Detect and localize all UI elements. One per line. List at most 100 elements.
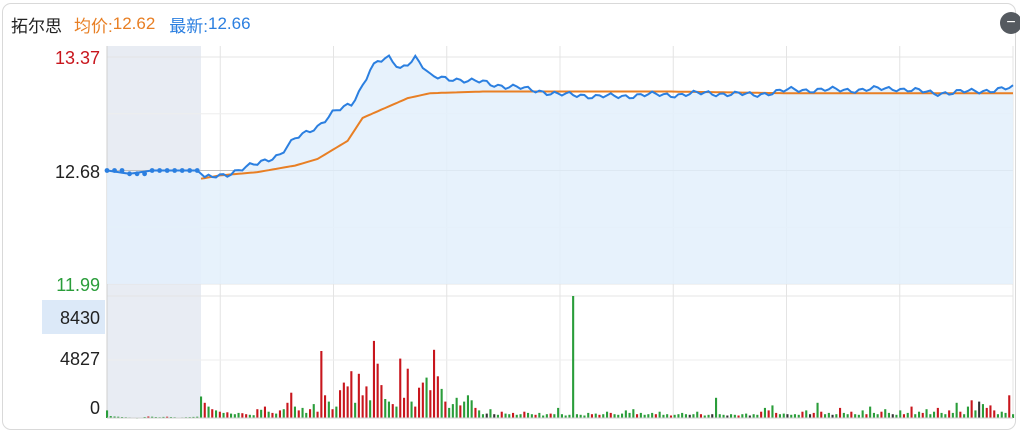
volume-bar bbox=[722, 414, 725, 418]
volume-bar bbox=[222, 412, 225, 418]
volume-bar bbox=[335, 406, 338, 418]
volume-bar bbox=[515, 414, 518, 418]
volume-bar bbox=[861, 410, 864, 418]
volume-bar bbox=[271, 412, 274, 418]
volume-bar bbox=[203, 402, 206, 418]
volume-bar bbox=[587, 412, 590, 418]
volume-bar bbox=[309, 409, 312, 418]
volume-bar bbox=[1012, 414, 1015, 418]
volume-bar bbox=[218, 411, 221, 418]
volume-bar bbox=[756, 414, 759, 418]
volume-bar bbox=[745, 413, 748, 418]
volume-bar bbox=[327, 401, 330, 418]
volume-bar bbox=[944, 414, 947, 418]
volume-bar bbox=[508, 414, 511, 418]
volume-bar bbox=[925, 409, 928, 418]
volume-bar bbox=[542, 415, 545, 418]
volume-bar bbox=[564, 415, 567, 418]
volume-bar bbox=[109, 416, 112, 418]
price-dot bbox=[104, 168, 110, 173]
price-dot bbox=[119, 168, 125, 173]
volume-bar bbox=[820, 411, 823, 418]
volume-bar bbox=[914, 414, 917, 418]
price-dot bbox=[127, 171, 132, 177]
volume-bar bbox=[748, 415, 751, 418]
volume-bar bbox=[669, 415, 672, 418]
volume-bar bbox=[899, 410, 902, 418]
volume-bar bbox=[410, 401, 413, 418]
volume-bar bbox=[951, 412, 954, 418]
volume-bar bbox=[778, 414, 781, 418]
minus-circle-icon[interactable]: − bbox=[1000, 12, 1020, 34]
volume-bar bbox=[617, 414, 620, 418]
volume-bar bbox=[598, 414, 601, 418]
price-axis-high-label: 13.37 bbox=[55, 48, 100, 68]
volume-bar bbox=[534, 414, 537, 418]
volume-bar bbox=[996, 414, 999, 418]
volume-bar bbox=[166, 416, 169, 418]
volume-bar bbox=[512, 412, 515, 418]
volume-bar bbox=[519, 414, 522, 418]
latest-price-value: 12.66 bbox=[208, 14, 251, 33]
volume-bar bbox=[496, 414, 499, 418]
volume-bar bbox=[801, 411, 804, 418]
volume-bar bbox=[940, 412, 943, 418]
price-axis-mid-label: 12.68 bbox=[55, 162, 100, 182]
volume-bar bbox=[681, 412, 684, 418]
volume-bar bbox=[869, 406, 872, 418]
volume-bar bbox=[662, 414, 665, 418]
volume-bar bbox=[636, 414, 639, 418]
chart-header: 拓尔思 均价: 12.62 最新: 12.66 bbox=[11, 12, 251, 36]
volume-bar bbox=[196, 416, 199, 418]
volume-bar bbox=[613, 414, 616, 418]
volume-bar bbox=[215, 410, 218, 418]
volume-bar bbox=[113, 416, 116, 418]
volume-bar bbox=[387, 401, 390, 418]
volume-bar bbox=[647, 414, 650, 418]
volume-bar bbox=[331, 409, 334, 418]
volume-bar bbox=[936, 407, 939, 418]
price-area bbox=[107, 55, 1013, 284]
volume-bar bbox=[959, 411, 962, 418]
volume-bar bbox=[425, 377, 428, 418]
volume-bar bbox=[440, 388, 443, 418]
volume-bar bbox=[226, 412, 229, 418]
volume-bar bbox=[651, 412, 654, 418]
volume-bar bbox=[312, 404, 315, 418]
volume-bar bbox=[824, 414, 827, 418]
volume-bar bbox=[1004, 412, 1007, 418]
price-line bbox=[106, 53, 1014, 179]
volume-bar bbox=[797, 414, 800, 418]
volume-bar bbox=[278, 410, 281, 418]
volume-bar bbox=[305, 412, 308, 418]
volume-bar bbox=[673, 414, 676, 418]
volume-bar bbox=[455, 397, 458, 418]
volume-bar bbox=[857, 414, 860, 418]
volume-bar bbox=[1008, 395, 1011, 418]
volume-bar bbox=[459, 405, 462, 418]
volume-bar bbox=[233, 414, 236, 418]
volume-bar bbox=[414, 406, 417, 418]
volume-bar bbox=[966, 406, 969, 418]
volume-bar bbox=[286, 402, 289, 418]
volume-bar bbox=[339, 390, 342, 418]
volume-bar bbox=[252, 415, 255, 418]
volume-bar bbox=[632, 409, 635, 418]
volume-bar bbox=[493, 414, 496, 418]
volume-bar bbox=[854, 414, 857, 418]
volume-bar bbox=[790, 414, 793, 418]
volume-bar bbox=[549, 413, 552, 418]
volume-bar bbox=[568, 414, 571, 418]
price-axis-low-label: 11.99 bbox=[56, 275, 100, 295]
volume-bar bbox=[624, 410, 627, 418]
volume-bar bbox=[361, 395, 364, 418]
volume-bar bbox=[654, 414, 657, 418]
volume-bar bbox=[1000, 411, 1003, 418]
volume-bar bbox=[207, 406, 210, 418]
volume-bar bbox=[211, 409, 214, 418]
volume-bar bbox=[978, 401, 981, 418]
volume-bar bbox=[842, 412, 845, 418]
volume-bar bbox=[354, 402, 357, 418]
volume-bar bbox=[609, 412, 612, 418]
